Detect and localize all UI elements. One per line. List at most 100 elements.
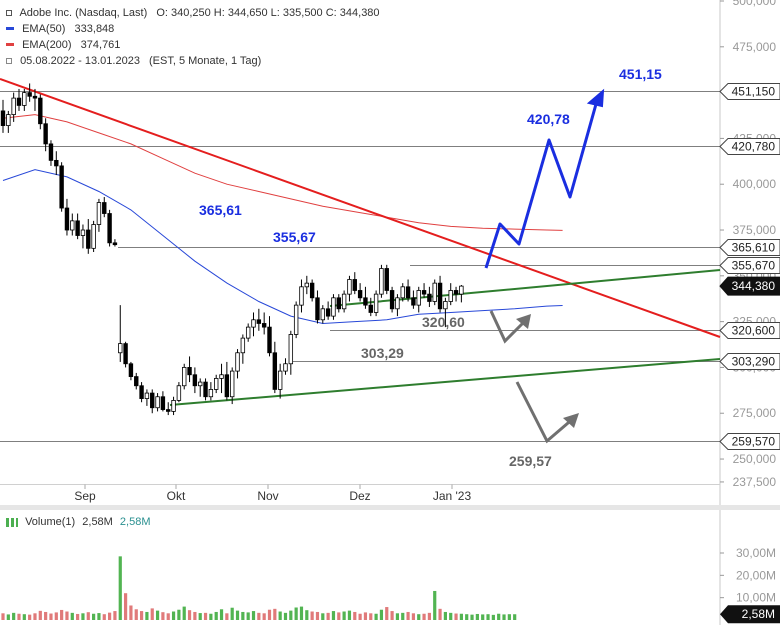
candle-body-down xyxy=(405,286,411,299)
volume-bar xyxy=(123,593,128,620)
lower-support-line xyxy=(169,358,721,406)
candle-body-down xyxy=(59,165,64,209)
level-tag-box xyxy=(719,353,780,370)
price-annotation: 365,61 xyxy=(199,202,242,218)
candle xyxy=(389,286,395,313)
volume-bar xyxy=(470,614,474,620)
volume-bar xyxy=(379,609,384,620)
candle xyxy=(166,402,171,416)
candle xyxy=(437,275,443,313)
candle-body-up xyxy=(400,286,405,299)
candle xyxy=(187,356,192,383)
candle-body-down xyxy=(272,352,278,390)
candle-body-down xyxy=(368,304,373,313)
candle xyxy=(229,367,235,405)
candle xyxy=(315,290,320,324)
gray-forecast-path-1 xyxy=(489,310,530,344)
collapse-toggle-icon[interactable] xyxy=(6,10,12,17)
candle xyxy=(448,283,453,306)
candle xyxy=(416,286,421,313)
time-tick-label: Jan '23 xyxy=(433,489,472,503)
volume-last-label: 2,58M xyxy=(742,607,775,621)
candle-body-down xyxy=(0,110,6,126)
volume-bar xyxy=(513,614,517,620)
volume-last-box xyxy=(720,605,780,624)
volume-bar xyxy=(97,613,101,620)
volume-bar xyxy=(1,613,5,620)
volume-bar xyxy=(491,614,495,620)
candle-body-up xyxy=(171,400,176,412)
legend-ema200-row[interactable]: EMA(200) 374,761 xyxy=(6,37,380,53)
candle-body-down xyxy=(315,297,320,321)
candle-body-up xyxy=(416,290,421,306)
volume-bar xyxy=(76,613,80,620)
volume-bar xyxy=(321,613,325,620)
candle-body-down xyxy=(336,297,341,310)
volume-bar xyxy=(310,611,314,620)
volume-bar xyxy=(155,610,160,620)
legend-ema50-row[interactable]: EMA(50) 333,848 xyxy=(6,21,380,37)
candle-body-up xyxy=(373,293,379,313)
volume-bar xyxy=(406,611,410,620)
candle-body-down xyxy=(123,343,128,365)
volume-bar xyxy=(433,590,437,620)
candle-body-down xyxy=(107,213,112,244)
volume-bar xyxy=(385,607,389,620)
volume-bar xyxy=(331,611,336,620)
candle xyxy=(107,209,112,247)
volume-panel: 30,00M 20,00M 10,00M 2,58M xyxy=(1,546,780,624)
candle xyxy=(341,290,347,313)
candle-body-down xyxy=(102,202,107,214)
candle xyxy=(363,286,368,309)
candle xyxy=(54,151,59,176)
volume-bar xyxy=(6,614,10,620)
candle-body-up xyxy=(459,285,464,295)
candle-body-down xyxy=(309,282,315,299)
candle-body-up xyxy=(91,224,96,249)
volume-bar xyxy=(337,612,341,620)
candle xyxy=(272,341,278,394)
candle-body-down xyxy=(160,396,166,410)
candle-body-up xyxy=(293,304,299,335)
candle xyxy=(325,301,331,320)
candle-body-down xyxy=(86,229,91,249)
price-annotations: 451,15 420,78 365,61 355,67 320,60 303,29 259,… xyxy=(199,66,662,469)
candle-body-down xyxy=(261,323,267,328)
price-annotation: 303,29 xyxy=(361,345,404,361)
candle-body-down xyxy=(203,381,208,398)
volume-bar xyxy=(465,614,469,620)
candle xyxy=(16,88,22,111)
candle-body-up xyxy=(245,326,251,339)
trend-lines xyxy=(0,78,721,406)
candle xyxy=(118,305,123,362)
candle-body-down xyxy=(54,159,59,167)
volume-bar xyxy=(214,611,218,620)
volume-bar xyxy=(390,611,394,620)
level-tag-box xyxy=(719,257,780,274)
volume-bar xyxy=(225,613,229,620)
price-tick-label: 250,000 xyxy=(733,452,777,466)
volume-bar xyxy=(28,614,32,620)
level-tag-box xyxy=(719,433,780,450)
candle xyxy=(384,264,389,295)
candle xyxy=(6,110,11,133)
volume-bar xyxy=(363,612,368,620)
candle xyxy=(267,316,272,357)
level-tag-label: 259,570 xyxy=(732,435,776,449)
candle xyxy=(293,301,299,339)
candle xyxy=(150,389,155,414)
level-tag-box xyxy=(719,239,780,256)
volume-bar xyxy=(507,614,511,620)
panel-separator xyxy=(0,505,780,510)
candle xyxy=(75,213,80,240)
volume-bar xyxy=(198,613,202,620)
level-price-tag: 420,780 xyxy=(719,138,780,155)
volume-bar xyxy=(171,611,176,620)
downtrend-line xyxy=(0,78,721,338)
candle xyxy=(400,283,405,302)
candle xyxy=(368,297,373,317)
candle xyxy=(283,358,288,375)
candle-body-up xyxy=(213,378,219,390)
candle xyxy=(112,239,118,247)
ema-lines xyxy=(2,114,563,325)
